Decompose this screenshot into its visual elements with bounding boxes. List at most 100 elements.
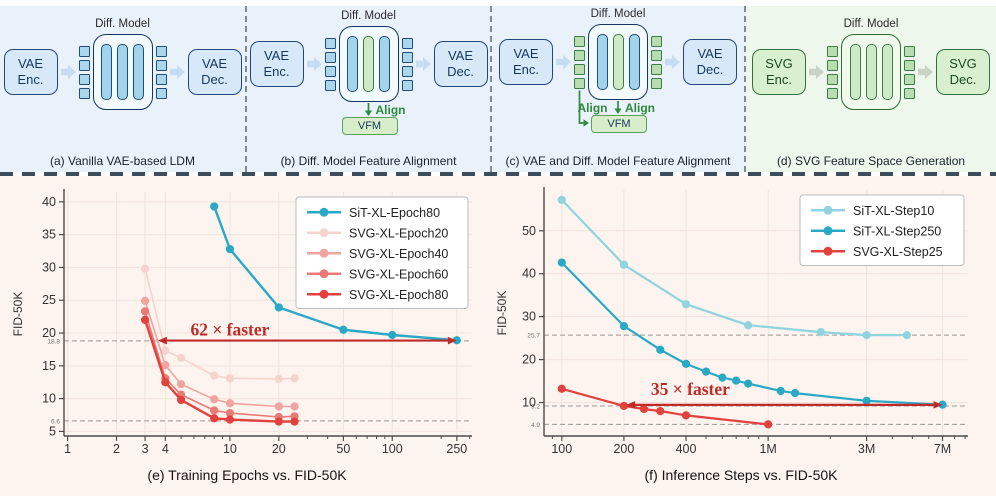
latent-token-stack: [904, 45, 915, 99]
y-tick-label: 50: [522, 224, 536, 238]
panel-caption-c: (c) VAE and Diff. Model Feature Alignmen…: [505, 154, 731, 168]
diff-model-wrap: Diff. Model: [841, 18, 901, 110]
reference-line-label: 25.7: [527, 333, 540, 340]
architecture-diagrams: VAE Enc. Diff. Model VAE Dec. (a) Vanilla …: [0, 0, 996, 172]
data-point: [619, 260, 629, 269]
aligned-feature-bar: [881, 44, 893, 100]
data-point: [161, 346, 170, 355]
latent-token: [904, 45, 915, 57]
pipeline-b: VAE Enc. Diff. Model VAE Dec.: [247, 10, 490, 102]
chart-f-caption: (f) Inference Steps vs. FID-50K: [644, 467, 838, 483]
data-point: [290, 374, 299, 383]
y-tick-label: 30: [522, 310, 536, 324]
align-label: Align: [376, 103, 406, 117]
y-tick-label: 25: [42, 293, 56, 307]
data-point: [176, 380, 186, 389]
legend-label: SVG-XL-Epoch40: [349, 247, 448, 261]
data-point: [744, 379, 753, 388]
diff-feature-bar: [596, 34, 608, 90]
data-point: [290, 417, 299, 426]
x-tick-label: 50: [336, 442, 350, 456]
legend-label: SVG-XL-Epoch20: [349, 226, 448, 240]
x-tick-label: 200: [613, 442, 634, 456]
data-point: [176, 353, 186, 363]
latent-token: [401, 51, 413, 63]
diff-model-wrap: Diff. Model: [588, 8, 648, 100]
y-tick-label: 10: [522, 396, 536, 410]
x-tick-label: 400: [676, 442, 697, 456]
series-SVG-XL-Epoch20: [140, 264, 299, 384]
latent-token-stack: [651, 35, 662, 89]
data-point: [161, 361, 170, 370]
latent-token: [574, 77, 585, 89]
data-point: [776, 386, 785, 396]
diff-model-wrap: Diff. Model: [92, 18, 153, 110]
x-tick-label: 3: [142, 442, 149, 456]
latent-token: [651, 63, 662, 75]
reference-line-label: 4.9: [531, 422, 540, 429]
data-point: [225, 399, 235, 408]
y-tick-label: 40: [42, 195, 56, 209]
aligned-feature-bar: [865, 44, 877, 100]
data-point: [938, 400, 947, 409]
latent-token-stack: [324, 37, 336, 91]
vae-decoder-box: VAE Dec.: [433, 41, 488, 87]
svg-decoder-box: SVG Dec.: [936, 49, 990, 95]
legend-item-SiT-XL-Step250: SiT-XL-Step250: [811, 224, 941, 238]
latent-token: [78, 87, 90, 99]
data-point: [816, 328, 825, 337]
diff-feature-bar: [347, 36, 358, 92]
data-point: [718, 373, 727, 382]
series-SiT-XL-Step250: [557, 258, 947, 409]
aligned-feature-bar: [849, 44, 861, 100]
x-tick-label: 100: [382, 442, 403, 456]
panel-caption-d: (d) SVG Feature Space Generation: [776, 154, 966, 168]
latent-token: [78, 73, 90, 85]
data-point: [862, 396, 871, 405]
series-SVG-XL-Epoch40: [140, 296, 299, 411]
data-point: [557, 258, 566, 267]
reference-line-label: 9.2: [531, 403, 540, 410]
diff-model-label: Diff. Model: [95, 18, 150, 30]
data-point: [681, 300, 691, 309]
data-point: [862, 331, 871, 340]
align-label: Align: [578, 101, 608, 115]
data-point: [140, 315, 150, 325]
latent-token: [827, 87, 838, 99]
flow-arrow-icon: [169, 65, 185, 79]
latent-token-stack: [574, 35, 585, 89]
data-point: [225, 415, 235, 424]
data-point: [140, 307, 150, 316]
speedup-label: 35 × faster: [651, 379, 730, 399]
legend-label: SVG-XL-Step25: [853, 245, 943, 259]
latent-token: [155, 45, 167, 57]
section-divider: [0, 172, 996, 176]
pipeline-a: VAE Enc. Diff. Model VAE Dec.: [0, 18, 245, 110]
latent-token: [324, 79, 336, 91]
data-point: [210, 395, 219, 404]
diff-model-label: Diff. Model: [590, 8, 646, 20]
reference-line-label: 6.6: [51, 418, 60, 425]
data-point: [225, 408, 235, 418]
pipeline-c: VAE Enc. Diff. Model VAE Dec.: [492, 8, 744, 100]
speedup-annotation: 35 × faster: [626, 379, 943, 409]
vae-encoder-box: VAE Enc.: [3, 49, 58, 95]
data-point: [210, 414, 219, 423]
data-point: [290, 402, 299, 411]
x-tick-label: 250: [446, 442, 467, 456]
benchmark-charts: 18.8 6.6 1 2 3 4 10 20 50 100 250 5 10 15 20 25 30 35 40 FI…: [0, 176, 996, 496]
vfm-box: VFM: [591, 115, 647, 133]
y-axis-label: FID-50K: [11, 292, 25, 337]
panel-caption-a: (a) Vanilla VAE-based LDM: [50, 154, 195, 168]
reference-line-label: 18.8: [47, 338, 60, 345]
latent-token: [904, 87, 915, 99]
diff-model-box: [841, 34, 901, 110]
data-point: [274, 303, 283, 312]
diff-model-box: [92, 34, 153, 110]
y-tick-label: 5: [49, 424, 56, 438]
legend-item-SVG-XL-Epoch40: SVG-XL-Epoch40: [307, 247, 448, 261]
latent-token: [78, 45, 90, 57]
legend-item-SVG-XL-Epoch80: SVG-XL-Epoch80: [307, 288, 448, 302]
legend-item-SVG-XL-Epoch20: SVG-XL-Epoch20: [307, 226, 448, 240]
